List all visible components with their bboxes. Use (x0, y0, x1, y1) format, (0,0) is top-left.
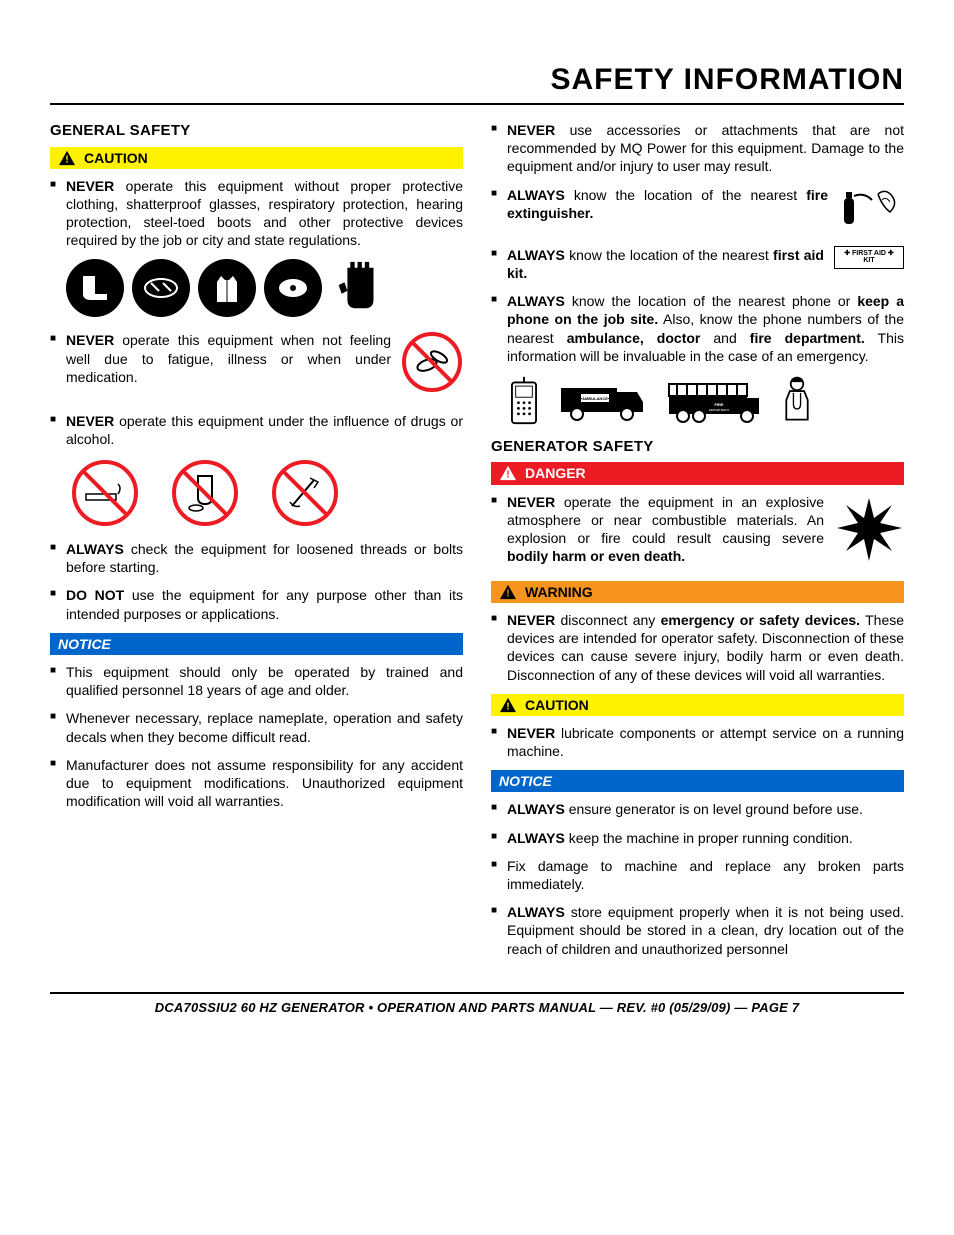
explosion-icon (834, 493, 904, 567)
doctor-icon (779, 375, 815, 425)
notice-label: NOTICE (58, 635, 111, 653)
mask-icon (264, 259, 322, 317)
no-pills-icon (401, 331, 463, 397)
footer-rule (50, 992, 904, 994)
warning-triangle-icon: ! (499, 465, 517, 481)
list-item: ALWAYS keep the machine in proper runnin… (491, 829, 904, 847)
bullet-list: NEVER disconnect any emergency or safety… (491, 611, 904, 684)
notice-bar: NOTICE (50, 633, 463, 655)
bullet-list: ALWAYS check the equipment for loosened … (50, 540, 463, 623)
notice-label: NOTICE (499, 772, 552, 790)
svg-text:!: ! (65, 154, 68, 165)
bullet-list: NEVER operate this equipment without pro… (50, 177, 463, 250)
left-column: GENERAL SAFETY ! CAUTION NEVER operate t… (50, 121, 463, 968)
title-rule (50, 103, 904, 105)
list-item: Whenever necessary, replace nameplate, o… (50, 709, 463, 745)
list-item: Fix damage to machine and replace any br… (491, 857, 904, 893)
list-item: NEVER operate this equipment under the i… (50, 412, 463, 448)
prohibit-row (70, 458, 463, 528)
no-drugs-icon (270, 458, 340, 528)
list-item: NEVER operate the equipment in an explos… (491, 493, 904, 571)
footer-text: DCA70SSIU2 60 HZ GENERATOR • OPERATION A… (50, 1000, 904, 1017)
caution-label: CAUTION (84, 149, 148, 167)
ppe-icon-row (66, 259, 463, 317)
list-item: NEVER disconnect any emergency or safety… (491, 611, 904, 684)
fire-extinguisher-icon (838, 186, 904, 232)
danger-bar: ! DANGER (491, 462, 904, 484)
list-item: NEVER operate this equipment when not fe… (50, 331, 463, 401)
list-item: NEVER lubricate components or attempt se… (491, 724, 904, 760)
list-item: ALWAYS ensure generator is on level grou… (491, 800, 904, 818)
caution-bar: ! CAUTION (491, 694, 904, 716)
svg-text:!: ! (506, 588, 509, 599)
generator-safety-head: GENERATOR SAFETY (491, 437, 904, 457)
caution-bar: ! CAUTION (50, 147, 463, 169)
list-item: ✚ FIRST AID ✚ KIT ALWAYS know the locati… (491, 246, 904, 282)
bullet-list: NEVER lubricate components or attempt se… (491, 724, 904, 760)
emergency-icon-row: ✚AMBULANCE✚ FIREDEPARTMENT (507, 375, 904, 425)
first-aid-kit-icon: ✚ FIRST AID ✚ KIT (834, 246, 904, 269)
bullet-list: This equipment should only be operated b… (50, 663, 463, 810)
list-item: This equipment should only be operated b… (50, 663, 463, 699)
list-item: NEVER operate this equipment without pro… (50, 177, 463, 250)
warning-bar: ! WARNING (491, 581, 904, 603)
phone-icon (507, 375, 541, 425)
svg-text:FIRE: FIRE (714, 402, 723, 407)
glasses-icon (132, 259, 190, 317)
warning-label: WARNING (525, 583, 593, 601)
glove-icon (330, 259, 388, 317)
vest-icon (198, 259, 256, 317)
bullet-list: NEVER use accessories or attachments tha… (491, 121, 904, 365)
list-item: NEVER use accessories or attachments tha… (491, 121, 904, 176)
bullet-list: ALWAYS ensure generator is on level grou… (491, 800, 904, 957)
general-safety-head: GENERAL SAFETY (50, 121, 463, 141)
list-item: ALWAYS store equipment properly when it … (491, 903, 904, 958)
svg-text:!: ! (506, 470, 509, 481)
fire-truck-icon: FIREDEPARTMENT (663, 375, 763, 425)
bullet-list: NEVER operate this equipment when not fe… (50, 331, 463, 448)
svg-text:DEPARTMENT: DEPARTMENT (709, 408, 730, 412)
bullet-list: NEVER operate the equipment in an explos… (491, 493, 904, 571)
warning-triangle-icon: ! (499, 697, 517, 713)
list-item: ALWAYS know the location of the nearest … (491, 186, 904, 236)
list-item: Manufacturer does not assume responsibil… (50, 756, 463, 811)
svg-text:✚AMBULANCE✚: ✚AMBULANCE✚ (579, 396, 612, 401)
content-columns: GENERAL SAFETY ! CAUTION NEVER operate t… (50, 121, 904, 968)
notice-bar: NOTICE (491, 770, 904, 792)
svg-text:!: ! (506, 701, 509, 712)
no-alcohol-icon (170, 458, 240, 528)
list-item: ALWAYS know the location of the nearest … (491, 292, 904, 365)
list-item: ALWAYS check the equipment for loosened … (50, 540, 463, 576)
caution-label: CAUTION (525, 696, 589, 714)
page-title: SAFETY INFORMATION (50, 60, 904, 99)
right-column: NEVER use accessories or attachments tha… (491, 121, 904, 968)
warning-triangle-icon: ! (499, 584, 517, 600)
no-smoking-icon (70, 458, 140, 528)
boot-icon (66, 259, 124, 317)
list-item: DO NOT use the equipment for any purpose… (50, 586, 463, 622)
ambulance-icon: ✚AMBULANCE✚ (557, 375, 647, 425)
warning-triangle-icon: ! (58, 150, 76, 166)
danger-label: DANGER (525, 464, 586, 482)
